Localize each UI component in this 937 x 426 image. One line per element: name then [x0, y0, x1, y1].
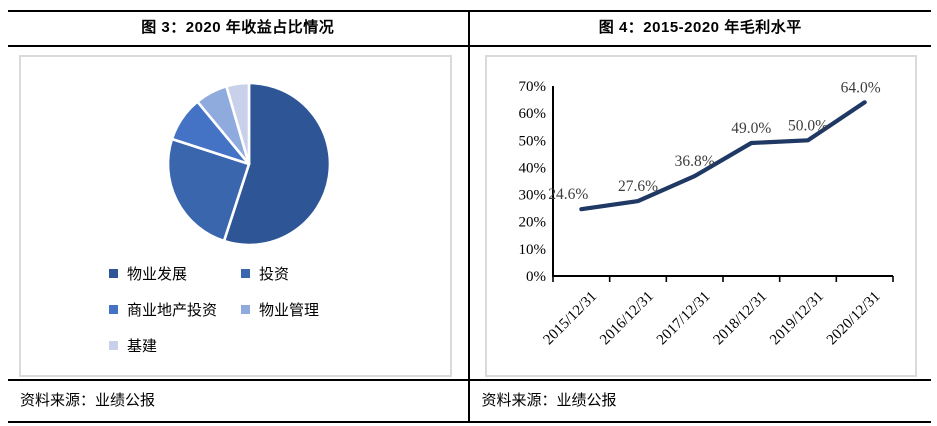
left-title-cell: 图 3：2020 年收益占比情况 — [8, 12, 470, 45]
legend-label: 投资 — [259, 265, 290, 283]
legend-item: 投资 — [241, 263, 319, 284]
legend-label: 商业地产投资 — [127, 301, 218, 319]
left-source-text: 资料来源：业绩公报 — [20, 392, 156, 409]
right-source-cell: 资料来源：业绩公报 — [470, 381, 932, 421]
right-title-cell: 图 4：2015-2020 年毛利水平 — [470, 12, 932, 45]
series-line — [578, 100, 867, 212]
data-point-label: 36.8% — [674, 153, 714, 170]
pie-slice-5 — [225, 81, 251, 166]
pie-chart-cell: 物业发展 投资商业地产投资 物业管理基建 — [8, 47, 470, 379]
pie-slice-1 — [222, 81, 332, 247]
x-axis-category-label: 2015/12/31 — [540, 289, 600, 349]
x-axis-category-label: 2016/12/31 — [597, 289, 657, 349]
title-row: 图 3：2020 年收益占比情况 图 4：2015-2020 年毛利水平 — [8, 12, 931, 47]
legend-swatch-icon — [241, 269, 250, 278]
x-axis-category-label: 2020/12/31 — [823, 289, 883, 349]
left-figure-title: 图 3：2020 年收益占比情况 — [141, 19, 335, 36]
legend-item: 商业地产投资 — [109, 299, 241, 320]
x-axis-category-label: 2019/12/31 — [767, 289, 827, 349]
data-point-label: 27.6% — [617, 178, 657, 195]
pie-chart — [166, 81, 332, 247]
data-point-label: 24.6% — [548, 186, 588, 203]
left-source-cell: 资料来源：业绩公报 — [8, 381, 470, 421]
legend-swatch-icon — [109, 305, 118, 314]
data-point-label: 64.0% — [840, 79, 880, 96]
right-figure-title: 图 4：2015-2020 年毛利水平 — [598, 19, 802, 36]
y-axis-tick-label: 60% — [518, 106, 546, 122]
line-plot-area: 0% 10% 20% 30% 40% 50% 60% 70% 24.6% 27.6% 36.8% 49… — [484, 55, 917, 377]
line-chart-cell: 0% 10% 20% 30% 40% 50% 60% 70% 24.6% 27.6% 36.8% 49… — [470, 47, 932, 379]
data-point-label: 49.0% — [731, 120, 771, 137]
legend-item: 物业管理 — [241, 299, 319, 320]
legend-item: 物业发展 — [109, 263, 241, 284]
legend-label: 基建 — [127, 337, 158, 355]
legend-swatch-icon — [241, 305, 250, 314]
y-axis-tick-label: 40% — [518, 160, 546, 176]
right-source-text: 资料来源：业绩公报 — [481, 392, 617, 409]
y-axis-tick-label: 20% — [518, 215, 546, 231]
legend-label: 物业管理 — [259, 301, 320, 319]
y-axis-tick-label: 70% — [518, 79, 546, 95]
legend-item: 基建 — [109, 335, 241, 356]
pie-legend: 物业发展 投资商业地产投资 物业管理基建 — [109, 263, 319, 356]
y-axis-tick-label: 10% — [518, 242, 546, 258]
x-axis-category-label: 2018/12/31 — [710, 289, 770, 349]
y-axis-tick-label: 0% — [526, 269, 546, 285]
data-point-label: 50.0% — [787, 117, 827, 134]
legend-swatch-icon — [109, 341, 118, 350]
pie-plot-area: 物业发展 投资商业地产投资 物业管理基建 — [19, 55, 452, 377]
y-axis-tick-label: 30% — [518, 188, 546, 204]
pie-slice-2 — [166, 137, 251, 243]
y-axis-tick-label: 50% — [518, 133, 546, 149]
legend-swatch-icon — [109, 269, 118, 278]
chart-row: 物业发展 投资商业地产投资 物业管理基建 0% 10% 20% 30% 40% 50% 60% 7… — [8, 47, 931, 379]
legend-label: 物业发展 — [127, 265, 188, 283]
x-axis-category-label: 2017/12/31 — [653, 289, 713, 349]
source-row: 资料来源：业绩公报 资料来源：业绩公报 — [8, 379, 931, 421]
figure-table: 图 3：2020 年收益占比情况 图 4：2015-2020 年毛利水平 物业发… — [8, 10, 931, 423]
line-chart: 0% 10% 20% 30% 40% 50% 60% 70% 24.6% 27.6% 36.8% 49… — [518, 79, 894, 349]
